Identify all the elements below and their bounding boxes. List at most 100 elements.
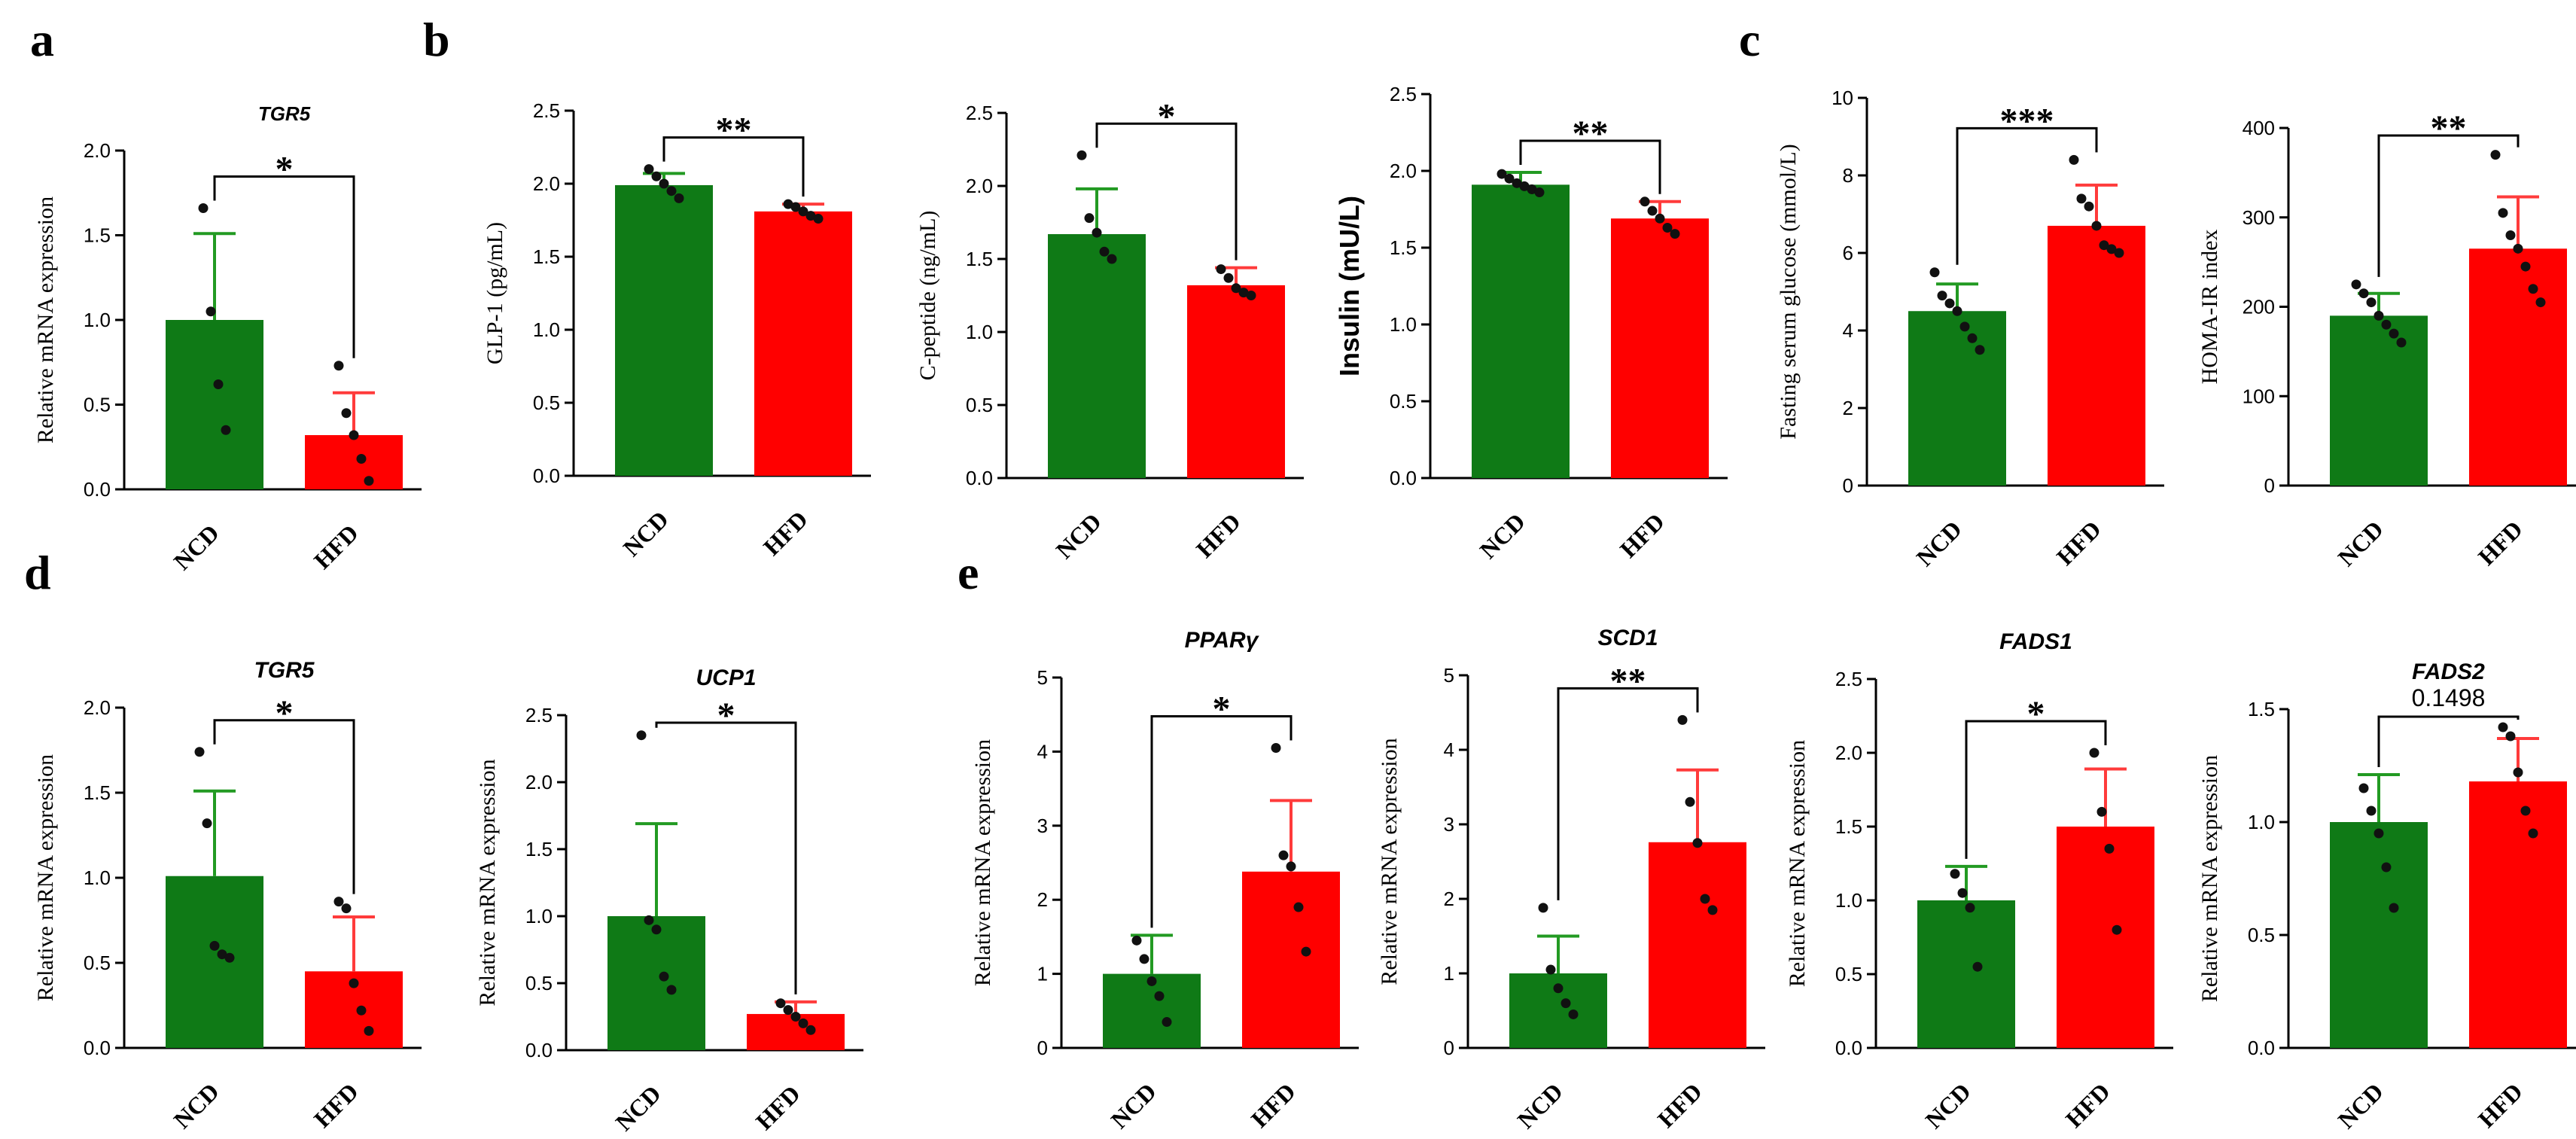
- e-ppar-point-hfd: [1278, 850, 1289, 860]
- c-homa-ytick-label: 300: [2243, 206, 2275, 229]
- b-cpeptide-point-ncd: [1092, 227, 1102, 238]
- e-fads2-ytick-label: 1.5: [2248, 698, 2275, 720]
- d-ucp1-point-ncd: [636, 730, 647, 741]
- c-homa-ytick-label: 0: [2264, 474, 2275, 497]
- e-ppar-xtick-label-ncd: NCD: [1105, 1077, 1161, 1133]
- d-tgr5-xtick-label-ncd: NCD: [168, 1077, 224, 1133]
- d-tgr5-point-ncd: [209, 940, 220, 951]
- e-ppar-point-hfd: [1293, 902, 1304, 912]
- d-tgr5-point-hfd: [364, 1025, 374, 1036]
- e-fads1-point-ncd: [1957, 888, 1968, 898]
- d-tgr5-point-hfd: [349, 978, 359, 988]
- e-fads2-ytick-label: 0.5: [2248, 924, 2275, 946]
- d-tgr5-point-ncd: [202, 818, 212, 829]
- e-scd1-point-hfd: [1700, 894, 1710, 904]
- e-fads1-ytick-label: 0.5: [1835, 963, 1862, 985]
- a-tgr5-point-hfd: [349, 430, 359, 440]
- a-tgr5-xtick-label-ncd: NCD: [168, 519, 224, 574]
- e-ppar-bar-ncd: [1103, 973, 1201, 1048]
- e-ppar-point-ncd: [1146, 976, 1157, 986]
- e-fads2-point-ncd: [2374, 828, 2384, 839]
- e-fads2-point-ncd: [2381, 862, 2392, 873]
- e-scd1-point-ncd: [1561, 998, 1571, 1009]
- e-fads2-point-ncd: [2389, 903, 2399, 913]
- c-homa-significance: **: [2431, 108, 2467, 148]
- panel-letter-e: e: [958, 546, 979, 599]
- e-scd1-xtick-label-hfd: HFD: [1652, 1077, 1707, 1132]
- panel-letter-c: c: [1739, 13, 1761, 66]
- c-homa-point-ncd: [2396, 337, 2407, 348]
- c-glucose-bar-ncd: [1908, 311, 2006, 486]
- e-scd1-ytick-label: 5: [1444, 664, 1454, 687]
- e-fads1-significance: *: [2027, 694, 2045, 734]
- e-fads2-ytick-label: 1.0: [2248, 811, 2275, 833]
- e-fads1-bar-hfd: [2057, 827, 2154, 1048]
- b-cpeptide-point-hfd: [1238, 288, 1249, 298]
- d-ucp1-xtick-label-ncd: NCD: [610, 1080, 665, 1135]
- a-tgr5-ytick-label: 1.5: [84, 224, 111, 247]
- b-cpeptide-xtick-label-hfd: HFD: [1191, 507, 1246, 562]
- e-ppar-point-hfd: [1271, 742, 1281, 753]
- e-fads2-point-hfd: [2528, 828, 2538, 839]
- b-glp1-point-ncd: [659, 178, 669, 189]
- e-fads2-ytick-label: 0.0: [2248, 1037, 2275, 1059]
- c-homa-point-hfd: [2505, 230, 2516, 240]
- e-fads2-point-hfd: [2513, 767, 2523, 778]
- e-scd1-ytick-label: 2: [1444, 888, 1454, 910]
- b-cpeptide-ytick-label: 0.0: [966, 467, 993, 489]
- d-tgr5-title: TGR5: [254, 658, 315, 683]
- c-homa-point-ncd: [2351, 279, 2361, 290]
- c-homa-ytick-label: 400: [2243, 117, 2275, 139]
- c-homa-point-hfd: [2513, 243, 2523, 254]
- b-insulin-ytick-label: 1.5: [1390, 236, 1417, 259]
- e-ppar-point-ncd: [1131, 935, 1142, 946]
- a-tgr5-significance-bracket: [213, 175, 355, 358]
- c-glucose-point-hfd: [2084, 201, 2094, 212]
- e-scd1-ytick-label: 1: [1444, 962, 1454, 985]
- e-fads2-point-ncd: [2366, 806, 2377, 816]
- a-tgr5-title: TGR5: [258, 102, 311, 125]
- c-homa-point-ncd: [2381, 319, 2392, 330]
- c-homa-point-hfd: [2498, 208, 2508, 218]
- d-ucp1-point-ncd: [666, 985, 677, 995]
- c-glucose-bar-hfd: [2048, 225, 2145, 486]
- e-scd1-ytick-label: 0: [1444, 1037, 1454, 1059]
- c-homa-ytick-label: 100: [2243, 385, 2275, 407]
- c-glucose-ytick-label: 10: [1832, 87, 1853, 109]
- b-glp1-ytick-label: 1.5: [533, 245, 560, 268]
- c-glucose-point-ncd: [1967, 333, 1978, 343]
- e-scd1-point-ncd: [1553, 983, 1564, 994]
- e-scd1-significance: **: [1610, 661, 1646, 701]
- a-tgr5-ytick-label: 0.5: [84, 394, 111, 416]
- e-fads1-point-ncd: [1972, 961, 1983, 972]
- b-glp1-point-ncd: [666, 186, 677, 196]
- d-ucp1-ylabel: Relative mRNA expression: [475, 759, 500, 1006]
- c-glucose-ytick-label: 6: [1843, 242, 1853, 264]
- c-glucose-point-hfd: [2114, 248, 2124, 258]
- c-homa-xtick-label-ncd: NCD: [2332, 515, 2388, 571]
- c-glucose-xtick-label-hfd: HFD: [2051, 515, 2106, 570]
- e-fads2-ylabel: Relative mRNA expression: [2197, 755, 2222, 1002]
- e-ppar-point-hfd: [1286, 861, 1296, 872]
- c-glucose-ytick-label: 2: [1843, 397, 1853, 419]
- e-ppar-point-ncd: [1162, 1017, 1172, 1028]
- e-fads1-xtick-label-hfd: HFD: [2060, 1077, 2115, 1132]
- e-ppar-significance-bracket: [1150, 714, 1293, 928]
- e-scd1-point-ncd: [1568, 1009, 1579, 1019]
- b-insulin-significance: **: [1573, 114, 1609, 154]
- b-cpeptide-ytick-label: 2.0: [966, 175, 993, 197]
- d-tgr5-significance-bracket: [213, 719, 355, 894]
- b-insulin-point-hfd: [1662, 222, 1673, 233]
- b-insulin-ytick-label: 0.5: [1390, 390, 1417, 413]
- e-scd1-ytick-label: 3: [1444, 813, 1454, 836]
- b-insulin-ytick-label: 2.5: [1390, 83, 1417, 105]
- b-insulin-ylabel: Insulin (mU/L): [1334, 196, 1365, 376]
- e-ppar-significance: *: [1213, 689, 1231, 729]
- d-tgr5-ytick-label: 1.0: [84, 866, 111, 889]
- e-scd1-xtick-label-ncd: NCD: [1512, 1077, 1567, 1133]
- d-ucp1-ytick-label: 1.5: [525, 838, 553, 860]
- c-glucose-significance: ***: [2000, 101, 2054, 141]
- d-tgr5-bar-ncd: [166, 876, 263, 1048]
- c-glucose-xtick-label-ncd: NCD: [1911, 515, 1966, 571]
- e-fads1-point-ncd: [1950, 869, 1960, 879]
